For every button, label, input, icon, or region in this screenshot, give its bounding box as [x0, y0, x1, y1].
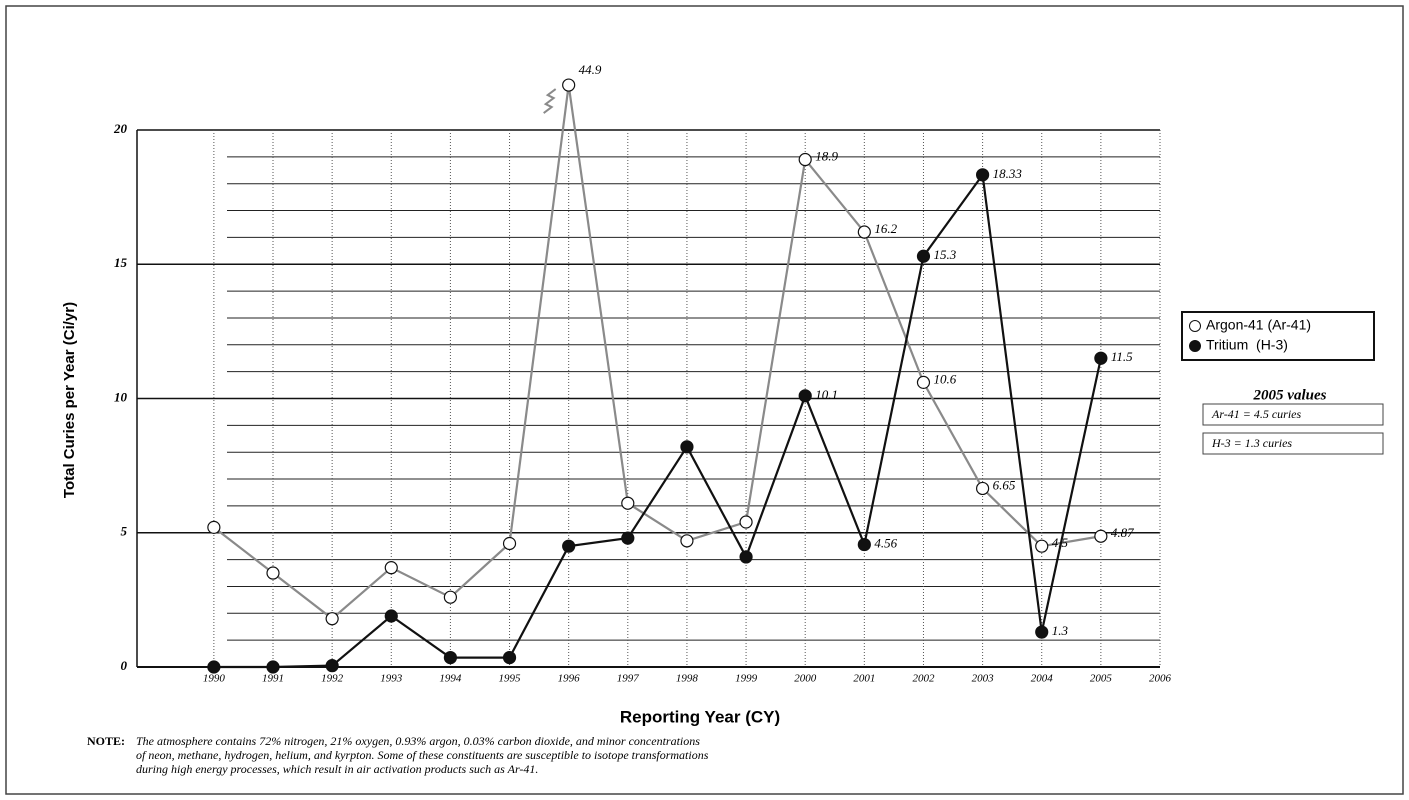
marker — [857, 537, 871, 552]
data-label: 1.3 — [1052, 623, 1069, 638]
y-tick-label: 5 — [121, 524, 128, 539]
marker — [621, 496, 635, 510]
x-tick-label: 1995 — [499, 673, 522, 685]
marker — [1035, 625, 1049, 639]
x-tick-label: 1998 — [676, 673, 699, 685]
x-tick-label: 2000 — [794, 673, 817, 685]
marker — [443, 651, 458, 665]
y-tick-label: 0 — [121, 658, 128, 673]
note-text: The atmosphere contains 72% nitrogen, 21… — [136, 734, 700, 748]
marker — [384, 561, 398, 575]
annotation-box — [1202, 432, 1384, 455]
data-label: 6.65 — [993, 477, 1016, 492]
data-label: 15.3 — [933, 247, 956, 262]
marker — [384, 609, 398, 623]
marker — [680, 534, 694, 548]
x-tick-label: 1991 — [262, 673, 284, 685]
x-tick-label: 1999 — [735, 673, 758, 685]
marker — [562, 78, 576, 92]
data-label: 18.33 — [993, 166, 1023, 181]
marker — [680, 440, 694, 454]
data-label: 18.9 — [815, 149, 838, 164]
x-tick-label: 2005 — [1090, 673, 1113, 685]
marker — [207, 660, 221, 674]
marker — [325, 659, 339, 673]
marker — [1094, 351, 1108, 365]
annotation-title: 2005 values — [1253, 387, 1327, 403]
marker — [502, 536, 517, 551]
legend-label: Tritium (H-3) — [1206, 337, 1288, 353]
data-label: 10.6 — [933, 371, 956, 386]
legend-label: Argon-41 (Ar-41) — [1206, 317, 1311, 333]
legend-box — [1181, 311, 1375, 361]
marker — [976, 168, 990, 182]
marker — [976, 481, 990, 496]
data-label: 44.9 — [579, 62, 602, 77]
marker — [266, 566, 280, 580]
annotation: Ar-41 = 4.5 curies — [1211, 407, 1302, 421]
note-text: during high energy processes, which resu… — [136, 762, 538, 776]
legend-marker — [1189, 340, 1201, 352]
frame — [5, 5, 1404, 795]
x-tick-label: 1992 — [321, 673, 344, 685]
y-tick-label: 20 — [113, 121, 128, 136]
data-label: 11.5 — [1111, 349, 1133, 364]
marker — [798, 389, 812, 403]
marker — [857, 225, 871, 239]
series-line — [213, 84, 1102, 621]
y-axis-label: Total Curies per Year (Ci/yr) — [61, 302, 78, 498]
annotation-box — [1202, 403, 1384, 426]
marker — [502, 651, 517, 665]
data-label: 16.2 — [874, 221, 897, 236]
marker — [443, 590, 458, 604]
x-tick-label: 1993 — [380, 673, 403, 685]
marker — [1094, 529, 1108, 543]
marker — [562, 539, 576, 553]
x-tick-label: 2004 — [1031, 673, 1054, 685]
marker — [325, 612, 339, 626]
x-tick-label: 1990 — [203, 673, 226, 685]
x-tick-label: 2001 — [853, 673, 875, 685]
x-tick-label: 2006 — [1149, 673, 1172, 685]
marker — [739, 515, 753, 529]
x-tick-label: 2002 — [912, 673, 935, 685]
x-tick-label: 1997 — [617, 673, 640, 685]
annotation: H-3 = 1.3 curies — [1211, 436, 1292, 450]
y-tick-label: 15 — [114, 255, 128, 270]
legend-marker — [1189, 320, 1201, 332]
note-text: of neon, methane, hydrogen, helium, and … — [136, 748, 709, 762]
marker — [1035, 539, 1049, 553]
data-label: 4.87 — [1111, 525, 1134, 540]
y-tick-label: 10 — [114, 389, 128, 404]
x-axis-label: Reporting Year (CY) — [620, 707, 780, 726]
axis-break — [543, 88, 557, 114]
marker — [207, 520, 221, 534]
x-tick-label: 1996 — [558, 673, 581, 685]
note-label: NOTE: — [87, 734, 125, 748]
x-tick-label: 1994 — [439, 673, 462, 685]
series-line — [213, 171, 1102, 669]
marker — [916, 375, 931, 389]
x-tick-label: 2003 — [972, 673, 995, 685]
marker — [739, 550, 753, 564]
data-label: 10.1 — [815, 387, 838, 402]
data-label: 4.56 — [874, 536, 897, 551]
marker — [916, 249, 931, 263]
marker — [798, 152, 812, 167]
marker — [266, 660, 280, 674]
marker — [621, 531, 635, 545]
